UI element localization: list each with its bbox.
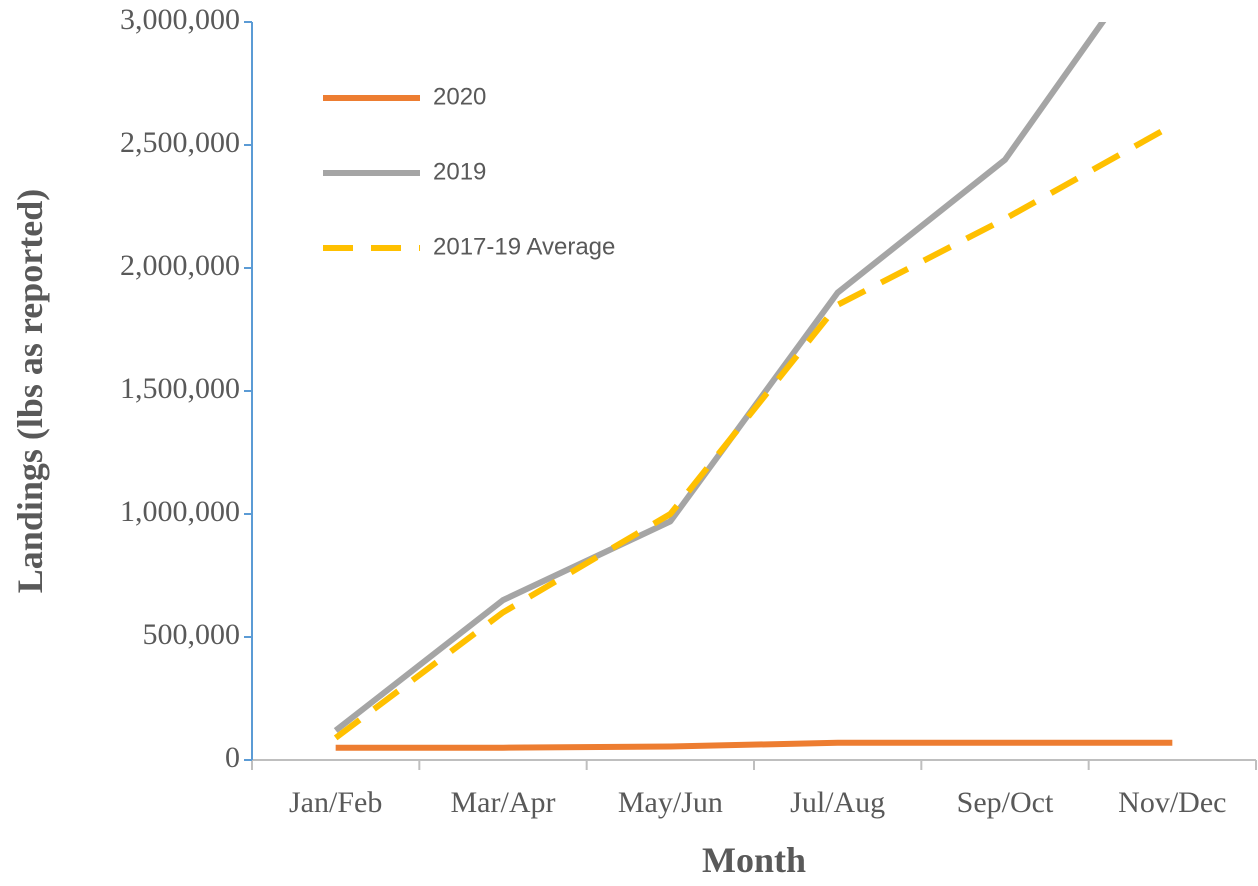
y-tick-label: 2,000,000 xyxy=(120,249,240,282)
y-tick-label: 3,000,000 xyxy=(120,3,240,36)
x-tick-label: Mar/Apr xyxy=(451,786,556,819)
x-tick-label: May/Jun xyxy=(618,786,723,819)
plot-area xyxy=(333,22,1174,751)
legend-label: 2017-19 Average xyxy=(433,233,615,260)
y-tick-label: 0 xyxy=(225,741,240,774)
x-axis-title: Month xyxy=(702,840,806,880)
x-tick-label: Sep/Oct xyxy=(957,786,1054,819)
legend-label: 2019 xyxy=(433,158,486,185)
x-tick-label: Nov/Dec xyxy=(1118,786,1226,819)
legend-label: 2020 xyxy=(433,83,486,110)
y-tick-label: 500,000 xyxy=(143,618,241,651)
x-tick-label: Jul/Aug xyxy=(790,786,885,819)
y-tick-label: 1,000,000 xyxy=(120,495,240,528)
y-axis-title: Landings (lbs as reported) xyxy=(10,189,50,593)
y-tick-label: 2,500,000 xyxy=(120,126,240,159)
series-line xyxy=(335,739,1173,751)
x-tick-label: Jan/Feb xyxy=(289,786,382,819)
series-line xyxy=(333,122,1174,741)
y-tick-label: 1,500,000 xyxy=(120,372,240,405)
